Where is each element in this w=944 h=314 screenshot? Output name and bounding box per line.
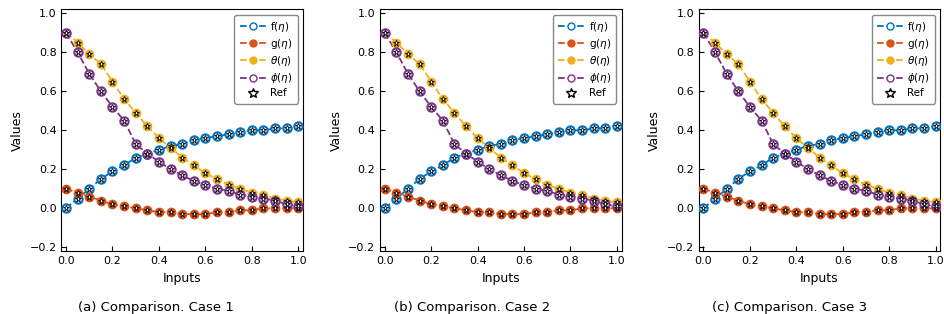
X-axis label: Inputs: Inputs <box>481 272 519 284</box>
Y-axis label: Values: Values <box>11 110 24 151</box>
Y-axis label: Values: Values <box>329 110 343 151</box>
Text: (a) Comparison. Case 1: (a) Comparison. Case 1 <box>78 301 233 314</box>
Legend: f($\eta$), g($\eta$), $\theta$($\eta$), $\phi$($\eta$), Ref: f($\eta$), g($\eta$), $\theta$($\eta$), … <box>871 15 934 104</box>
X-axis label: Inputs: Inputs <box>800 272 838 284</box>
Y-axis label: Values: Values <box>648 110 661 151</box>
X-axis label: Inputs: Inputs <box>162 272 201 284</box>
Legend: f($\eta$), g($\eta$), $\theta$($\eta$), $\phi$($\eta$), Ref: f($\eta$), g($\eta$), $\theta$($\eta$), … <box>552 15 615 104</box>
Text: (c) Comparison. Case 3: (c) Comparison. Case 3 <box>711 301 866 314</box>
Text: (b) Comparison. Case 2: (b) Comparison. Case 2 <box>394 301 550 314</box>
Legend: f($\eta$), g($\eta$), $\theta$($\eta$), $\phi$($\eta$), Ref: f($\eta$), g($\eta$), $\theta$($\eta$), … <box>234 15 297 104</box>
